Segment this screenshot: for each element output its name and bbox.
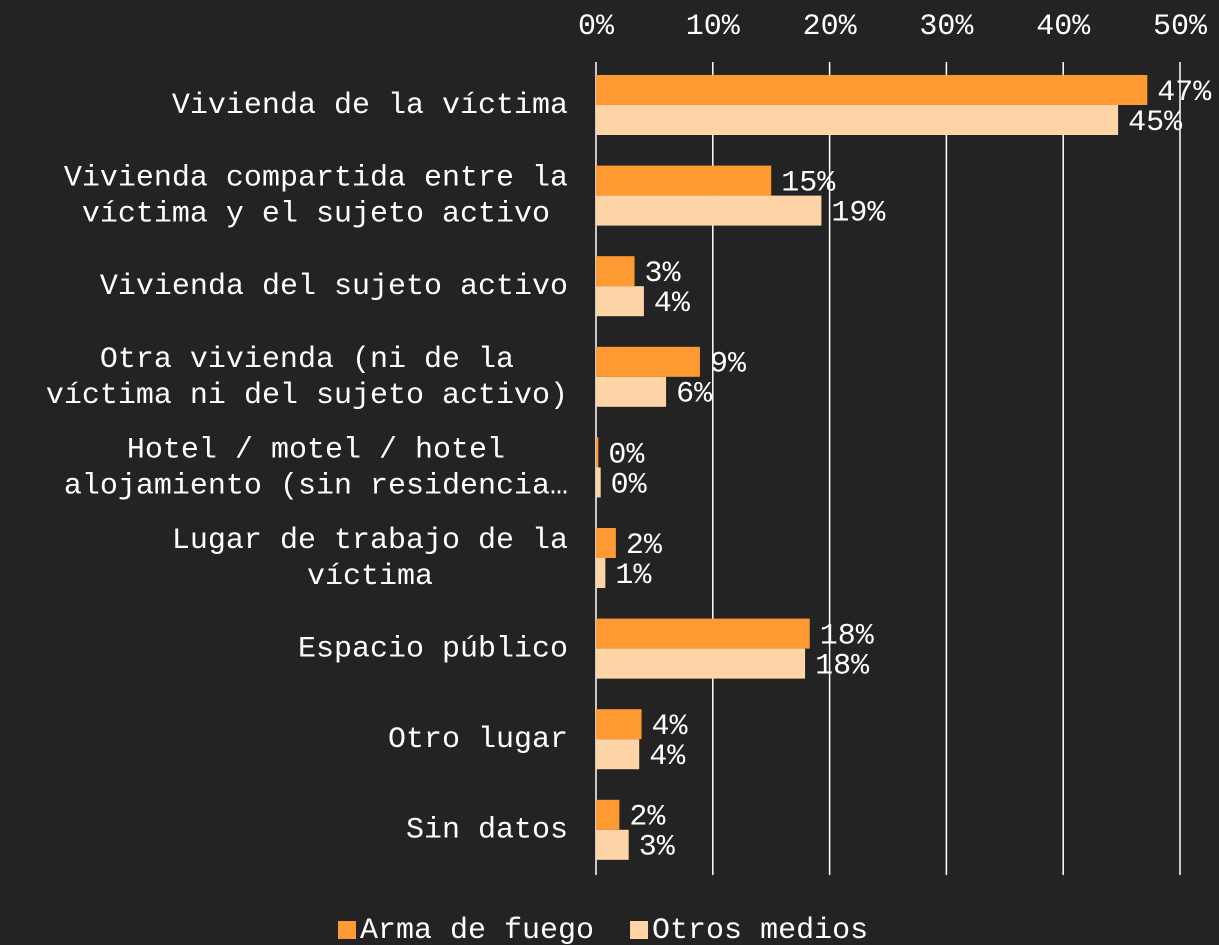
bar bbox=[596, 618, 810, 649]
data-label: 18% bbox=[815, 650, 870, 684]
legend-swatch bbox=[630, 921, 649, 939]
category-label: Otro lugar bbox=[388, 723, 568, 757]
data-label: 6% bbox=[676, 378, 713, 412]
x-tick-label: 0% bbox=[578, 10, 615, 44]
bar bbox=[596, 376, 667, 407]
bar bbox=[596, 528, 616, 558]
legend-label: Otros medios bbox=[652, 914, 868, 945]
category-label: Vivienda de la víctima bbox=[172, 89, 568, 123]
data-label: 18% bbox=[820, 620, 875, 654]
data-label: 2% bbox=[626, 529, 663, 563]
bar bbox=[596, 437, 599, 468]
data-label: 9% bbox=[710, 348, 747, 382]
data-label: 3% bbox=[639, 831, 676, 865]
legend-label: Arma de fuego bbox=[360, 914, 594, 945]
data-label: 3% bbox=[645, 257, 682, 291]
data-label: 4% bbox=[649, 740, 686, 774]
x-tick-label: 40% bbox=[1036, 10, 1091, 44]
data-label: 0% bbox=[611, 468, 648, 502]
data-label: 0% bbox=[608, 438, 645, 472]
data-label: 45% bbox=[1128, 106, 1183, 140]
legend-swatch bbox=[338, 921, 356, 939]
x-tick-label: 30% bbox=[919, 10, 974, 44]
bar bbox=[596, 195, 822, 226]
category-label: Sin datos bbox=[406, 814, 568, 848]
x-tick-label: 20% bbox=[803, 10, 858, 44]
category-label: Espacio público bbox=[298, 633, 568, 667]
data-label: 2% bbox=[629, 801, 666, 835]
data-label: 19% bbox=[831, 197, 886, 231]
bar bbox=[596, 165, 772, 196]
category-label: Lugar de trabajo de la víctima bbox=[172, 524, 568, 594]
legend: Arma de fuego Otros medios bbox=[338, 914, 868, 945]
bar bbox=[596, 75, 1148, 105]
bar bbox=[596, 256, 635, 287]
category-label: Otra vivienda (ni de la víctima ni del su… bbox=[46, 343, 568, 413]
bar bbox=[596, 648, 806, 679]
data-label: 1% bbox=[615, 559, 652, 593]
bar bbox=[596, 346, 700, 377]
data-label: 4% bbox=[652, 710, 689, 744]
bar bbox=[596, 286, 644, 317]
bar bbox=[596, 467, 601, 498]
category-label: Hotel / motel / hotel alojamiento (sin re… bbox=[64, 433, 568, 503]
bar bbox=[596, 739, 640, 770]
data-label: 15% bbox=[781, 167, 836, 201]
bar bbox=[596, 799, 620, 830]
bar bbox=[596, 105, 1119, 135]
category-label: Vivienda del sujeto activo bbox=[100, 270, 568, 304]
data-label: 4% bbox=[654, 287, 691, 321]
data-label: 47% bbox=[1157, 76, 1212, 110]
bar bbox=[596, 558, 606, 588]
x-tick-label: 50% bbox=[1153, 10, 1208, 44]
x-tick-label: 10% bbox=[686, 10, 741, 44]
bar bbox=[596, 829, 629, 860]
category-label: Vivienda compartida entre la víctima y el… bbox=[64, 162, 568, 232]
bar bbox=[596, 709, 642, 740]
